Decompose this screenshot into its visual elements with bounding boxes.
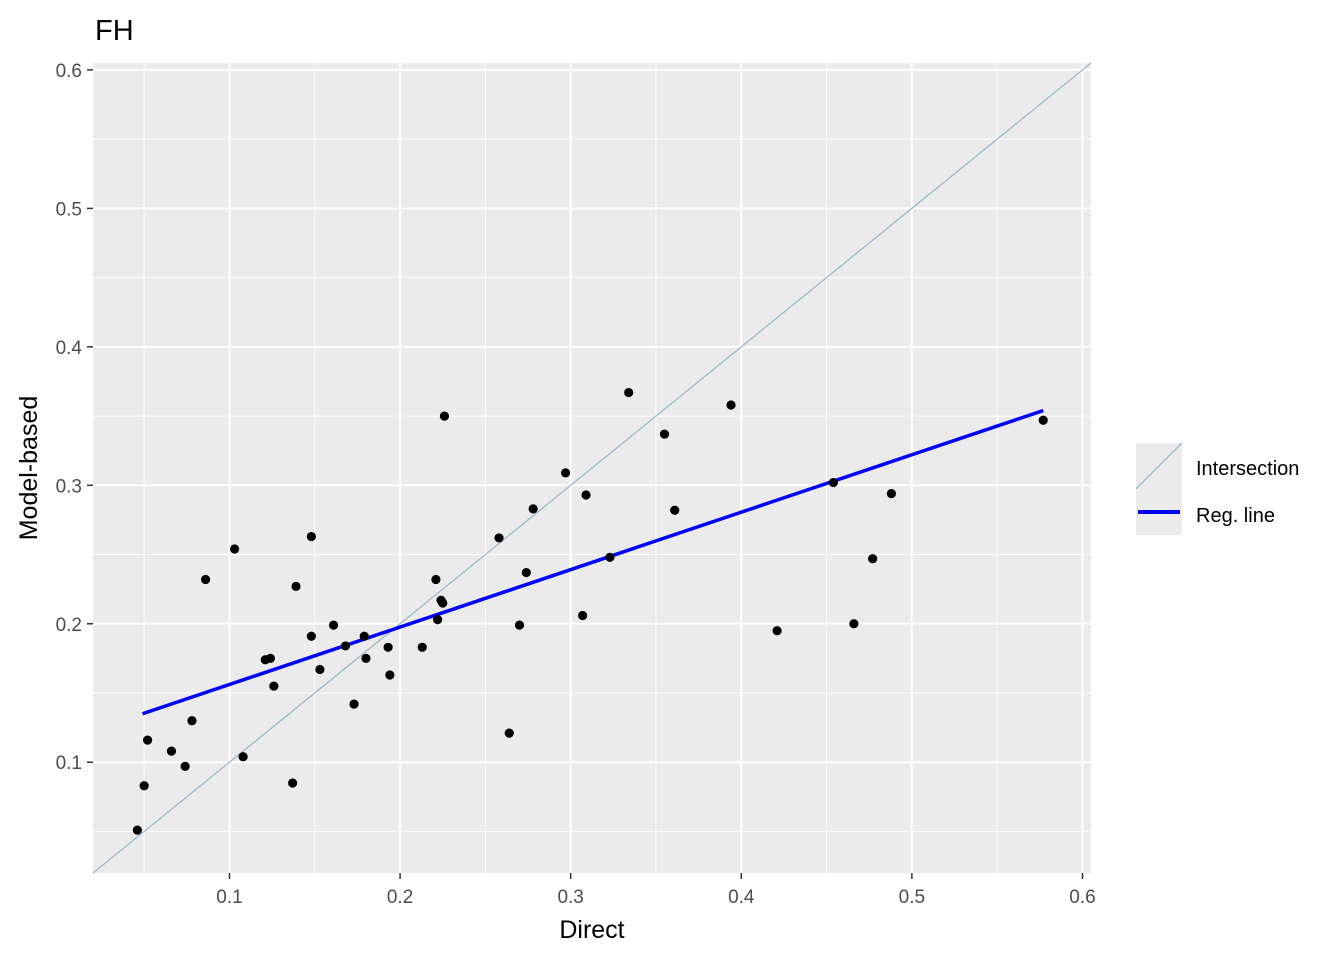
legend: Intersection Reg. line bbox=[1135, 442, 1299, 535]
data-point-17 bbox=[328, 620, 339, 630]
y-tick-label-1: 0.2 bbox=[56, 615, 82, 636]
x-tick-label-0: 0.1 bbox=[216, 887, 242, 908]
data-point-0 bbox=[132, 825, 142, 835]
y-axis-title: Model-based bbox=[15, 396, 43, 541]
data-point-46 bbox=[868, 554, 878, 564]
y-tick-label-5: 0.6 bbox=[56, 61, 82, 82]
intersection-line bbox=[92, 62, 1092, 874]
data-point-39 bbox=[624, 387, 634, 398]
data-point-44 bbox=[828, 477, 838, 488]
data-point-40 bbox=[659, 429, 670, 439]
data-point-4 bbox=[180, 761, 190, 771]
y-tick-label-3: 0.4 bbox=[56, 338, 83, 359]
data-point-10 bbox=[265, 653, 276, 663]
data-point-22 bbox=[383, 642, 393, 652]
x-tick-label-5: 0.6 bbox=[1069, 887, 1095, 908]
data-point-33 bbox=[521, 567, 531, 578]
data-point-42 bbox=[726, 400, 736, 410]
legend-intersection-line bbox=[1135, 442, 1183, 490]
x-tick-label-1: 0.2 bbox=[387, 887, 413, 908]
regression-line bbox=[141, 408, 1044, 716]
data-point-36 bbox=[578, 610, 588, 621]
data-point-38 bbox=[605, 552, 615, 562]
data-point-31 bbox=[504, 728, 514, 738]
data-point-43 bbox=[772, 626, 782, 636]
data-point-37 bbox=[581, 490, 591, 500]
data-point-7 bbox=[229, 544, 240, 554]
x-tick-label-2: 0.3 bbox=[557, 887, 583, 908]
data-point-11 bbox=[269, 681, 279, 691]
data-point-34 bbox=[528, 504, 538, 514]
data-points bbox=[132, 387, 1048, 835]
data-point-19 bbox=[349, 699, 359, 709]
x-tick-label-3: 0.4 bbox=[728, 887, 755, 908]
data-point-14 bbox=[306, 531, 316, 542]
data-point-5 bbox=[187, 716, 197, 726]
data-point-13 bbox=[291, 581, 301, 591]
y-tick-label-0: 0.1 bbox=[56, 753, 82, 774]
data-point-30 bbox=[494, 533, 504, 543]
data-point-16 bbox=[315, 664, 325, 675]
data-point-1 bbox=[139, 781, 149, 791]
data-point-3 bbox=[166, 746, 177, 756]
data-point-8 bbox=[238, 752, 248, 762]
data-point-45 bbox=[849, 619, 859, 629]
data-point-21 bbox=[361, 653, 371, 663]
data-point-15 bbox=[306, 631, 316, 641]
data-point-20 bbox=[359, 631, 369, 641]
data-point-12 bbox=[288, 778, 298, 788]
data-point-25 bbox=[431, 574, 441, 585]
data-point-48 bbox=[1038, 415, 1048, 425]
data-point-23 bbox=[385, 670, 395, 680]
y-tick-label-2: 0.3 bbox=[56, 476, 82, 497]
data-point-18 bbox=[340, 641, 351, 651]
x-axis-title: Direct bbox=[559, 916, 624, 944]
data-point-29 bbox=[439, 411, 450, 421]
legend-label-regression: Reg. line bbox=[1196, 505, 1275, 527]
x-tick-label-4: 0.5 bbox=[899, 887, 925, 908]
data-point-41 bbox=[670, 505, 680, 515]
x-axis-ticks: 0.1 0.2 0.3 0.4 0.5 0.6 bbox=[216, 873, 1096, 908]
data-point-32 bbox=[514, 620, 525, 630]
y-tick-label-4: 0.5 bbox=[56, 199, 82, 220]
grid-major bbox=[93, 63, 1091, 873]
data-point-35 bbox=[560, 468, 571, 478]
data-point-6 bbox=[200, 574, 211, 585]
y-axis-ticks: 0.1 0.2 0.3 0.4 0.5 0.6 bbox=[56, 61, 93, 774]
data-point-28 bbox=[438, 598, 448, 608]
legend-label-intersection: Intersection bbox=[1196, 458, 1299, 480]
data-point-47 bbox=[886, 489, 897, 499]
data-point-26 bbox=[433, 615, 443, 625]
chart-title: FH bbox=[95, 15, 134, 47]
grid-minor bbox=[93, 63, 1091, 873]
data-point-24 bbox=[417, 642, 427, 652]
data-point-2 bbox=[142, 735, 153, 745]
